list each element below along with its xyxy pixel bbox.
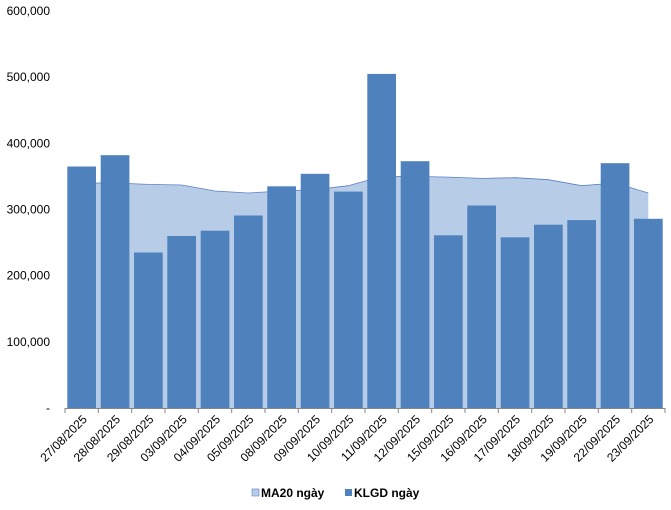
axis-layer [64,408,666,413]
bar-klgd-7 [300,173,330,408]
bar-klgd-9 [367,73,396,409]
bar-klgd-3 [167,236,196,408]
area-layer [81,175,649,408]
y-tick-label: 200,000 [7,269,51,283]
legend-swatch-klgd [345,489,352,496]
bar-klgd-2 [134,252,163,408]
bar-klgd-13 [500,237,530,408]
bar-klgd-4 [200,230,230,408]
bar-klgd-10 [400,161,430,408]
legend-swatch-ma20 [251,488,260,497]
y-axis-ticks: - 100,000 200,000 300,000 400,000 500,000 600,… [7,4,51,415]
bar-klgd-0 [67,166,96,408]
legend-label-ma20: MA20 ngày [261,486,325,500]
y-tick-label: - [46,401,50,415]
y-tick-label: 400,000 [7,136,51,150]
bar-klgd-15 [567,220,596,408]
y-tick-label: 300,000 [7,203,51,217]
x-axis-ticks: 27/08/202528/08/202529/08/202503/09/2025… [37,412,656,465]
bar-klgd-6 [267,186,296,408]
y-tick-label: 100,000 [7,335,51,349]
bar-klgd-1 [100,155,130,408]
legend: MA20 ngày KLGD ngày [251,486,420,500]
bar-klgd-16 [600,163,630,408]
bar-klgd-8 [334,191,363,408]
bar-klgd-17 [634,218,663,408]
y-tick-label: 600,000 [7,4,51,18]
bar-klgd-5 [234,215,263,408]
bar-klgd-12 [467,205,496,408]
ma20-area [81,176,649,408]
y-tick-label: 500,000 [7,70,51,84]
bar-klgd-14 [534,224,563,408]
bar-layer [67,73,663,409]
legend-label-klgd: KLGD ngày [354,486,420,500]
bar-klgd-11 [434,235,463,408]
ma20-line [81,175,649,194]
